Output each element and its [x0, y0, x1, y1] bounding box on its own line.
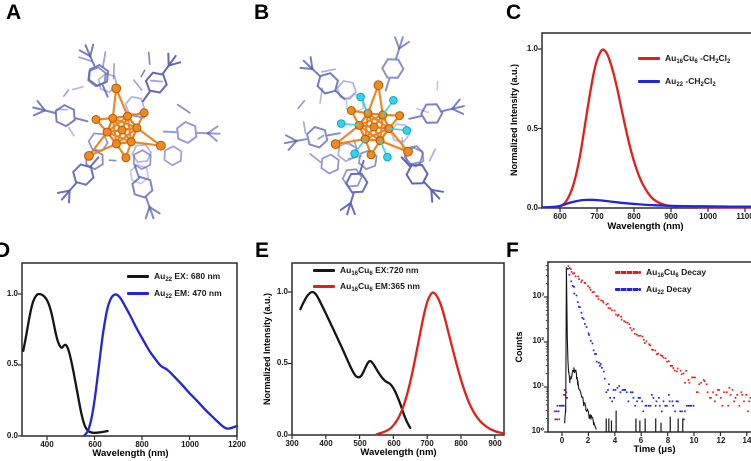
legend-line-sample	[127, 275, 149, 278]
panel-label-c: C	[506, 1, 522, 24]
x-axis-title: Wavelength (nm)	[360, 447, 437, 458]
x-axis-title: Wavelength (nm)	[92, 448, 169, 459]
x-tick-label: 800	[454, 439, 468, 448]
legend-line-sample	[638, 57, 660, 60]
y-tick-label: 0.0	[276, 430, 288, 439]
legend-item: Au22 Decay	[615, 283, 691, 296]
x-axis-title: Time (μs)	[633, 444, 676, 455]
x-tick-label: 600	[553, 212, 567, 221]
x-tick-label: 900	[488, 439, 502, 448]
x-tick-label: 700	[590, 212, 604, 221]
y-tick-label: 1.0	[276, 287, 288, 296]
legend-item: Au22 EM: 470 nm	[127, 287, 222, 300]
legend-line-sample	[127, 292, 149, 295]
legend-label: Au16Cu6 -CH2Cl2	[665, 52, 731, 65]
x-tick-label: 600	[88, 440, 102, 449]
legend-label: Au16Cu6 EX:720 nm	[340, 264, 419, 277]
x-tick-label: 12	[716, 436, 726, 445]
x-tick-label: 800	[627, 212, 641, 221]
x-tick-label: 700	[420, 439, 434, 448]
y-tick-label: 0.5	[276, 358, 288, 367]
x-tick-label: 0	[559, 436, 565, 445]
legend-dotted-sample	[615, 288, 641, 291]
legend-dotted-sample	[615, 271, 641, 274]
legend-line-sample	[313, 269, 335, 272]
legend-label: Au16Cu6 EM:365 nm	[340, 280, 420, 293]
x-tick-label: 500	[353, 439, 367, 448]
y-tick-label: 10³	[532, 291, 544, 300]
y-tick-label: 0.0	[526, 203, 538, 212]
y-axis-title: Counts	[514, 331, 524, 363]
y-axis-title: Normalized Intensity (a.u.)	[509, 63, 519, 177]
x-tick-label: 900	[664, 212, 678, 221]
legend-item: Au16Cu6 -CH2Cl2	[638, 52, 730, 65]
x-tick-label: 2	[585, 436, 591, 445]
y-tick-label: 10²	[532, 336, 544, 345]
x-tick-label: 1200	[228, 440, 246, 449]
y-tick-label: 0.0	[6, 431, 18, 440]
y-tick-label: 1.0	[6, 289, 18, 298]
panel-label-b: B	[254, 1, 270, 24]
legend-line-sample	[638, 80, 660, 83]
panel-label-a: A	[6, 1, 22, 24]
y-tick-label: 10¹	[532, 381, 544, 390]
y-tick-label: 0.5	[526, 124, 538, 133]
x-tick-label: 1000	[699, 212, 717, 221]
y-tick-label: 1.0	[526, 44, 538, 53]
panel-label-f: F	[506, 239, 519, 262]
y-axis-title: Normalized Intensity (a.u.)	[262, 292, 272, 406]
legend-label: Au22 EX: 680 nm	[154, 270, 221, 283]
x-tick-label: 8	[665, 436, 671, 445]
legend-label: Au16Cu6 Decay	[646, 266, 707, 279]
x-tick-label: 300	[285, 439, 299, 448]
x-tick-label: 4	[612, 436, 618, 445]
x-axis-title: Wavelength (nm)	[607, 221, 684, 232]
panel-label-d: D	[0, 239, 11, 262]
legend-item: Au16Cu6 Decay	[615, 266, 706, 279]
legend-item: Au22 -CH2Cl2	[638, 75, 716, 88]
x-tick-label: 1000	[181, 440, 199, 449]
x-tick-label: 14	[742, 436, 751, 445]
x-tick-label: 800	[135, 440, 149, 449]
x-tick-label: 400	[319, 439, 333, 448]
x-tick-label: 10	[689, 436, 699, 445]
y-tick-label: 0.5	[6, 359, 18, 368]
legend-label: Au22 EM: 470 nm	[154, 287, 222, 300]
legend-label: Au22 -CH2Cl2	[665, 75, 716, 88]
legend-line-sample	[313, 285, 335, 288]
x-tick-label: 400	[40, 440, 54, 449]
legend-item: Au22 EX: 680 nm	[127, 270, 220, 283]
legend-label: Au22 Decay	[646, 283, 692, 296]
x-tick-label: 6	[638, 436, 644, 445]
panel-label-e: E	[255, 239, 270, 262]
legend-item: Au16Cu6 EX:720 nm	[313, 264, 419, 277]
y-tick-label: 10⁰	[531, 426, 544, 435]
x-tick-label: 600	[387, 439, 401, 448]
legend-item: Au16Cu6 EM:365 nm	[313, 280, 420, 293]
